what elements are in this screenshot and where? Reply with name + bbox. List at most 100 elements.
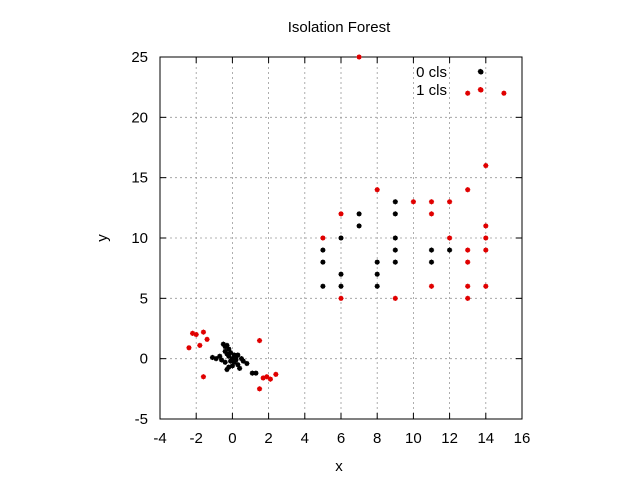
data-point-0-cls	[224, 342, 230, 348]
data-point-0-cls	[235, 362, 241, 368]
data-point-1-cls	[204, 336, 210, 342]
data-point-1-cls	[428, 211, 435, 217]
axis-ticks	[159, 56, 523, 420]
data-point-0-cls	[253, 370, 259, 376]
x-tick-label: 12	[441, 430, 458, 447]
data-point-1-cls	[465, 283, 471, 289]
data-point-0-cls	[233, 357, 239, 363]
data-point-0-cls	[356, 211, 362, 217]
data-point-1-cls	[338, 211, 344, 217]
data-point-1-cls	[264, 374, 270, 380]
x-tick-labels: -4 -2 0 2 4 6 8 10 12 14 16	[153, 430, 530, 447]
y-tick-label: 15	[131, 170, 148, 187]
data-point-1-cls	[260, 375, 266, 381]
x-tick-label: 0	[228, 430, 236, 447]
y-tick-label: 25	[131, 49, 148, 66]
data-point-1-cls	[428, 199, 435, 205]
legend-label: 1 cls	[416, 82, 447, 99]
data-point-1-cls	[483, 223, 489, 229]
data-point-0-cls	[338, 235, 344, 241]
data-point-0-cls	[237, 365, 243, 371]
data-point-0-cls	[222, 359, 228, 365]
data-point-0-cls	[428, 259, 435, 265]
data-point-0-cls	[392, 199, 398, 205]
data-point-1-cls	[465, 90, 471, 96]
data-point-1-cls	[410, 199, 416, 205]
data-point-1-cls	[392, 295, 398, 301]
x-tick-label: -4	[153, 430, 166, 447]
data-point-1-cls	[465, 247, 471, 253]
chart-title: Isolation Forest	[288, 19, 391, 36]
data-point-1-cls	[186, 345, 192, 351]
data-point-0-cls	[218, 357, 225, 363]
data-point-1-cls	[338, 295, 344, 301]
legend-marker	[478, 69, 484, 75]
legend-marker	[478, 87, 484, 93]
data-point-1-cls	[447, 235, 453, 241]
data-point-1-cls	[447, 199, 453, 205]
y-tick-label: 20	[131, 109, 148, 126]
data-point-1-cls	[465, 295, 471, 301]
data-point-0-cls	[428, 247, 435, 253]
x-tick-label: 6	[337, 430, 345, 447]
data-point-1-cls	[465, 187, 471, 193]
data-point-1-cls	[465, 259, 471, 265]
data-point-1-cls	[483, 247, 489, 253]
x-axis-title: x	[335, 458, 343, 475]
y-tick-label: -5	[135, 411, 148, 428]
data-point-0-cls	[338, 283, 344, 289]
data-point-0-cls	[226, 346, 232, 352]
x-tick-label: 14	[477, 430, 494, 447]
data-point-0-cls	[231, 359, 237, 365]
data-point-0-cls	[224, 366, 230, 373]
data-point-1-cls	[483, 163, 489, 169]
x-tick-label: 4	[301, 430, 309, 447]
data-point-0-cls	[320, 283, 326, 289]
y-tick-label: 0	[140, 351, 148, 368]
data-point-1-cls	[501, 90, 507, 96]
data-point-1-cls	[193, 331, 199, 338]
data-point-1-cls	[200, 374, 207, 380]
x-tick-label: 10	[405, 430, 422, 447]
data-point-0-cls	[227, 350, 234, 356]
data-point-0-cls	[374, 259, 380, 265]
x-tick-label: 16	[514, 430, 531, 447]
data-point-0-cls	[320, 259, 326, 265]
legend-label: 0 cls	[416, 64, 447, 81]
data-point-1-cls	[374, 187, 380, 193]
data-point-1-cls	[197, 342, 203, 348]
y-tick-label: 5	[140, 290, 148, 307]
data-point-1-cls	[200, 329, 207, 335]
data-point-1-cls	[356, 54, 362, 60]
y-tick-label: 10	[131, 230, 148, 247]
x-tick-label: 8	[373, 430, 381, 447]
y-axis-title: y	[94, 234, 111, 242]
data-point-0-cls	[244, 360, 250, 367]
data-point-0-cls	[392, 211, 398, 217]
data-point-1-cls	[256, 337, 263, 344]
data-point-0-cls	[240, 358, 246, 364]
data-point-1-cls	[428, 283, 435, 289]
data-point-1-cls	[267, 376, 274, 382]
x-tick-label: -2	[190, 430, 203, 447]
data-point-0-cls	[392, 247, 398, 253]
data-point-0-cls	[374, 283, 380, 289]
data-point-0-cls	[213, 356, 219, 362]
data-point-0-cls	[392, 259, 398, 265]
data-points	[186, 54, 507, 392]
data-point-1-cls	[320, 235, 326, 241]
y-tick-labels: -5 0 5 10 15 20 25	[131, 49, 148, 428]
data-point-0-cls	[235, 352, 241, 358]
x-tick-label: 2	[264, 430, 272, 447]
data-point-0-cls	[447, 247, 453, 253]
data-point-1-cls	[483, 235, 489, 241]
data-point-0-cls	[356, 223, 362, 229]
data-point-0-cls	[217, 353, 223, 359]
data-point-0-cls	[392, 235, 398, 241]
data-point-0-cls	[374, 271, 380, 277]
data-point-1-cls	[256, 386, 263, 392]
data-point-0-cls	[338, 271, 344, 277]
data-point-1-cls	[483, 283, 489, 289]
